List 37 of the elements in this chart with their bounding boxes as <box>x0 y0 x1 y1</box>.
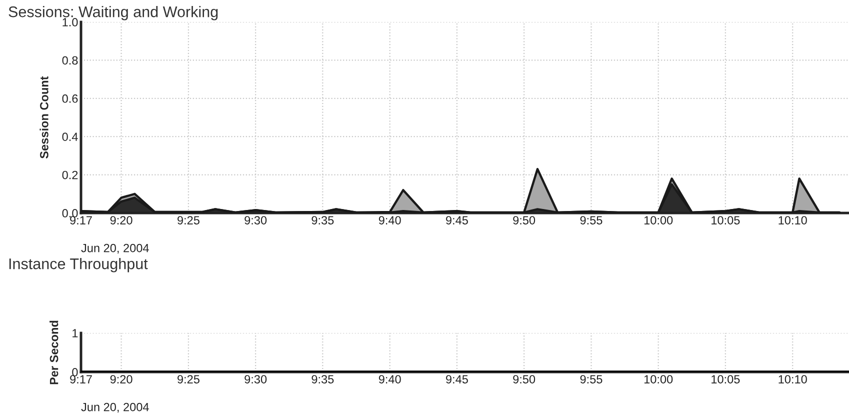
x-tick-label: 9:40 <box>378 216 401 224</box>
x-tick-label: 9:17 <box>70 375 92 384</box>
y-tick-label: 1.0 <box>62 18 78 26</box>
text: Jun 20, 2004 <box>81 402 149 413</box>
y-tick-label: 0.0 <box>62 209 78 218</box>
x-tick-label: 9:20 <box>110 216 132 224</box>
x-tick-label: 9:50 <box>513 216 536 224</box>
text: Jun 20, 2004 <box>81 244 149 254</box>
chart-title: Instance Throughput <box>9 258 148 272</box>
x-tick-label: 10:00 <box>644 375 673 384</box>
x-tick-label: 9:17 <box>70 216 92 224</box>
y-tick-label: 1 <box>72 329 78 338</box>
x-tick-label: 10:10 <box>778 216 807 224</box>
x-tick-label: 10:00 <box>644 216 673 224</box>
x-tick-label: 9:50 <box>513 375 536 384</box>
y-tick-label: 0.2 <box>62 170 78 180</box>
x-tick-label: 9:55 <box>580 216 602 224</box>
x-tick-label: 9:30 <box>244 375 267 384</box>
x-tick-label: 9:45 <box>446 375 468 384</box>
x-tick-label: 9:30 <box>244 216 267 224</box>
x-tick-label: 9:25 <box>178 375 200 384</box>
y-axis-title: Session Count <box>40 76 48 158</box>
x-tick-label: 9:40 <box>378 375 401 384</box>
x-tick-label: 9:20 <box>110 375 132 384</box>
y-tick-label: 0.4 <box>62 132 78 141</box>
x-tick-label: 9:35 <box>312 216 334 224</box>
x-tick-label: 10:10 <box>778 375 807 384</box>
x-tick-label: 9:45 <box>446 216 468 224</box>
x-tick-label: 10:05 <box>712 216 740 224</box>
x-tick-label: 9:55 <box>580 375 602 384</box>
y-axis-title: Per Second <box>50 320 58 384</box>
x-tick-label: 9:35 <box>312 375 334 384</box>
y-tick-label: 0 <box>72 368 78 376</box>
y-tick-label: 0.8 <box>62 56 78 65</box>
y-tick-label: 0.6 <box>62 94 78 103</box>
x-tick-label: 10:05 <box>712 375 740 384</box>
x-tick-label: 9:25 <box>178 216 200 224</box>
